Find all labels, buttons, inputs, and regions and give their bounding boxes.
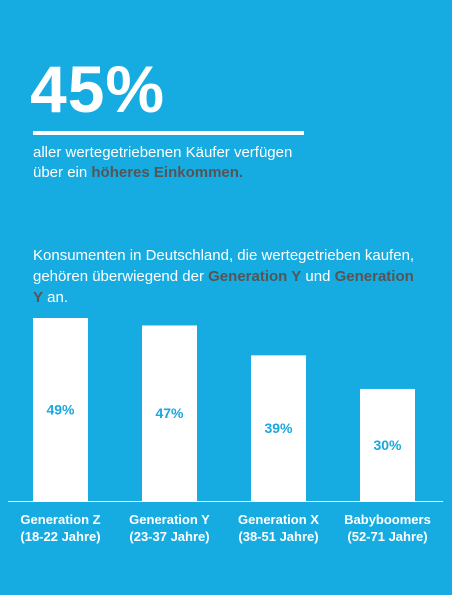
intro-highlight-1: Generation Y <box>208 268 302 285</box>
headline-highlight: höheres Einkommen. <box>91 164 244 181</box>
category-label-3-line-1: (52-71 Jahre) <box>347 529 427 544</box>
intro-highlight-2: Generation Y <box>33 268 414 306</box>
bar-3 <box>360 388 415 501</box>
bar-value-label-2: 39% <box>264 420 293 436</box>
intro-text-1: Konsumenten in Deutschland, die werteget… <box>33 247 415 285</box>
bar-value-label-1: 47% <box>155 405 184 421</box>
category-label-2-line-1: (38-51 Jahre) <box>238 529 318 544</box>
headline-description: aller wertegetriebenen Käufer verfügen üb… <box>33 143 333 183</box>
category-label-2-line-0: Generation X <box>238 512 319 527</box>
headline-text-line1: aller wertegetriebenen Käufer verfügen <box>33 144 293 161</box>
bar-1 <box>142 325 197 501</box>
category-label-0-line-1: (18-22 Jahre) <box>20 529 100 544</box>
headline-percentage: 45% <box>30 52 166 126</box>
bar-value-label-3: 30% <box>373 437 402 453</box>
bar-0 <box>33 318 88 501</box>
bar-value-label-0: 49% <box>46 402 75 418</box>
headline-divider <box>33 131 304 135</box>
category-label-3-line-0: Babyboomers <box>344 512 431 527</box>
category-label-0-line-0: Generation Z <box>20 512 100 527</box>
category-label-1-line-1: (23-37 Jahre) <box>129 529 209 544</box>
headline-text-line2: über ein <box>33 164 92 181</box>
intro-text-3: an. <box>43 289 69 306</box>
intro-text-2: und <box>301 268 335 285</box>
bar-2 <box>251 355 306 501</box>
category-label-1-line-0: Generation Y <box>129 512 210 527</box>
intro-paragraph: Konsumenten in Deutschland, die werteget… <box>33 245 423 308</box>
